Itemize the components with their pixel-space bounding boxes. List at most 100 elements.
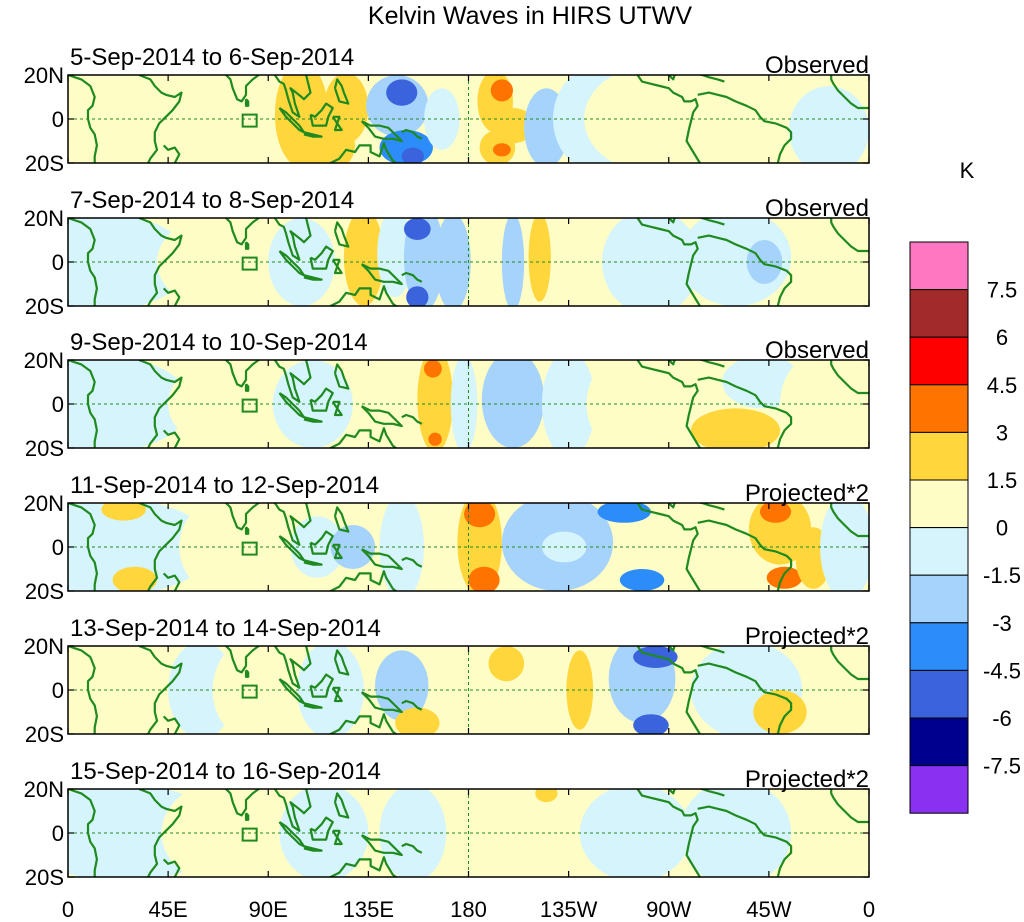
coastline	[697, 503, 725, 511]
x-tick-label: 135W	[540, 897, 598, 922]
anomaly-contour	[766, 566, 803, 589]
coastline	[272, 789, 312, 832]
coastline-map	[68, 218, 869, 306]
x-tick-label: 0	[863, 897, 875, 922]
y-tick-label: 20N	[24, 491, 64, 516]
coastline	[309, 245, 334, 270]
y-tick-label: 20N	[24, 348, 64, 373]
anomaly-contour	[172, 75, 298, 159]
coastline	[272, 646, 312, 689]
anomaly-contour	[168, 360, 280, 448]
colorbar-swatch	[909, 384, 969, 433]
panel-2: 20N 0 20S 7-Sep-2014 to 8-Sep-2014 Observed	[24, 187, 870, 319]
colorbar-tick-label: 1.5	[987, 468, 1018, 493]
y-tick-label: 0	[52, 821, 64, 846]
colorbar-tick-label: -3	[992, 611, 1012, 636]
coastline	[303, 702, 323, 709]
coastline	[331, 829, 343, 846]
colorbar-tick-label: 3	[996, 420, 1008, 445]
coastline	[272, 75, 312, 118]
colorbar: 7.5 6 4.5 3 1.5 0 -1.5 -3 -4.5 -6 -7.5 K	[909, 158, 1021, 814]
coastline	[333, 221, 350, 248]
anomaly-contour	[813, 646, 869, 734]
anomaly-contour	[541, 531, 587, 563]
anomaly-contour	[633, 714, 669, 734]
y-tick-label: 0	[52, 678, 64, 703]
y-tick-label: 20S	[25, 865, 64, 890]
coastline-map	[68, 646, 869, 734]
coastline	[303, 416, 323, 423]
y-tick-label: 20S	[25, 436, 64, 461]
coastline	[138, 503, 183, 591]
anomaly-contour	[112, 566, 157, 591]
coastline	[697, 75, 725, 83]
anomaly-contour	[424, 360, 442, 378]
coastline	[162, 144, 181, 163]
anomaly-contour	[290, 516, 344, 578]
anomaly-contour	[464, 503, 496, 528]
anomaly-contour	[401, 147, 424, 163]
coastline	[697, 646, 725, 654]
panel-date-range: 5-Sep-2014 to 6-Sep-2014	[70, 44, 354, 71]
colorbar-swatch	[909, 669, 969, 719]
panel-3: 20N 0 20S 9-Sep-2014 to 10-Sep-2014 Observed	[24, 329, 870, 461]
anomaly-contour	[403, 218, 431, 240]
panel-date-range: 15-Sep-2014 to 16-Sep-2014	[70, 758, 381, 785]
y-tick-label: 20N	[24, 63, 64, 88]
colorbar-swatch	[909, 765, 969, 814]
x-tick-label: 0	[62, 897, 74, 922]
coastline	[331, 543, 343, 560]
coastline	[697, 519, 793, 591]
coastline	[272, 360, 312, 403]
y-tick-label: 20N	[24, 634, 64, 659]
colorbar-tick-label: 0	[996, 516, 1008, 541]
coastline	[401, 699, 423, 711]
anomaly-contour	[788, 86, 869, 163]
coastline	[697, 91, 793, 163]
coastline	[401, 556, 423, 568]
lake-outline	[241, 398, 258, 413]
x-tick-label: 90W	[646, 897, 691, 922]
coastline	[138, 646, 183, 734]
anomaly-contour	[301, 119, 356, 163]
coastline	[224, 646, 261, 674]
coastline	[331, 686, 343, 703]
coastline	[830, 360, 869, 395]
coastline	[636, 75, 702, 163]
coastline	[333, 506, 350, 533]
panel-date-range: 11-Sep-2014 to 12-Sep-2014	[70, 472, 379, 499]
colorbar-tick-label: -6	[992, 706, 1012, 731]
coastline	[636, 646, 702, 734]
panel-1: 20N 0 20S 5-Sep-2014 to 6-Sep-2014 Observed	[24, 44, 870, 176]
anomaly-contour	[528, 218, 551, 302]
coastline	[138, 360, 183, 448]
coastline	[333, 78, 350, 105]
coastline	[331, 258, 343, 275]
colorbar-tick-label: 7.5	[987, 278, 1018, 303]
x-axis: 0 45E 90E 135E 180 135W 90W 45W 0	[62, 897, 875, 922]
y-tick-label: 20S	[25, 294, 64, 319]
lake-outline	[241, 113, 258, 128]
anomaly-contour	[490, 108, 536, 144]
anomaly-contour	[535, 789, 558, 803]
x-tick-label: 45E	[149, 897, 188, 922]
colorbar-swatch	[909, 622, 969, 671]
anomaly-contour	[472, 218, 500, 306]
coastline	[138, 75, 183, 163]
coastline	[162, 572, 181, 591]
x-tick-label: 180	[450, 897, 487, 922]
coastline	[244, 526, 250, 535]
anomaly-contour	[753, 690, 807, 734]
anomaly-contour	[492, 143, 511, 157]
colorbar-tick-label: 4.5	[987, 373, 1018, 398]
y-tick-label: 0	[52, 392, 64, 417]
coastline	[360, 263, 403, 286]
coastline	[244, 669, 250, 678]
coastline	[667, 646, 676, 652]
coastline	[138, 218, 183, 306]
anomaly-contour	[268, 218, 335, 306]
coastline	[636, 360, 702, 448]
coastline	[272, 503, 312, 546]
anomaly-contour	[386, 79, 418, 106]
